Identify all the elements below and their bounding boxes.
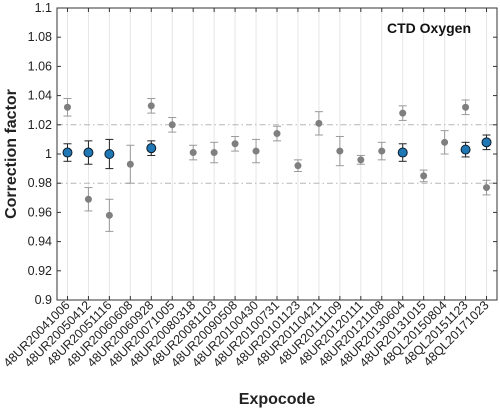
data-point [231, 135, 240, 152]
marker [62, 147, 73, 158]
data-point [482, 179, 491, 196]
data-point [419, 169, 428, 183]
data-point [147, 98, 156, 114]
marker [481, 137, 492, 148]
marker [420, 172, 428, 180]
marker [397, 147, 408, 158]
marker [105, 211, 113, 219]
marker [399, 109, 407, 117]
corrected-point [397, 143, 408, 162]
data-point [189, 144, 198, 161]
marker [462, 103, 470, 111]
data-point [273, 125, 281, 142]
data-point [63, 98, 72, 117]
data-point [314, 111, 323, 136]
marker [441, 138, 449, 146]
data-point [210, 141, 219, 164]
y-tick-label: 0.9 [35, 293, 52, 307]
marker [104, 149, 115, 159]
data-layer [62, 98, 492, 232]
data-point [356, 154, 365, 165]
corrected-point [481, 134, 492, 151]
y-tick-label: 1.04 [28, 89, 52, 103]
corrected-point [146, 140, 157, 156]
y-tick-label: 1.06 [28, 59, 52, 73]
y-tick-label: 1.08 [28, 30, 52, 44]
data-point [168, 117, 177, 133]
corrected-point [62, 143, 73, 162]
marker [294, 162, 302, 170]
chart-annotation: CTD Oxygen [387, 20, 471, 36]
corrected-point [460, 141, 471, 158]
y-axis-ticks: 0.9 0.92 0.94 0.96 0.98 1 1.02 1.04 1.06 1.08 1.1 [28, 1, 497, 307]
data-point [252, 138, 261, 164]
x-axis-title: Expocode [239, 391, 316, 408]
data-point [398, 105, 407, 121]
data-point [293, 159, 302, 173]
data-point [84, 187, 93, 212]
y-tick-label: 0.92 [28, 264, 52, 278]
marker [231, 140, 239, 148]
marker [357, 156, 365, 164]
marker [147, 102, 155, 110]
marker [210, 149, 218, 157]
marker [63, 103, 71, 111]
x-axis-ticks: 48UR2004100648UR2005041248UR2005111648UR… [1, 8, 492, 370]
marker [126, 160, 134, 168]
y-tick-label: 1.1 [35, 1, 52, 15]
marker [273, 130, 281, 138]
corrected-point [83, 140, 94, 165]
marker [483, 184, 491, 192]
marker [189, 149, 197, 157]
y-tick-label: 0.98 [28, 176, 52, 190]
marker [378, 147, 386, 155]
marker [315, 119, 323, 127]
data-point [105, 198, 114, 232]
data-point [377, 141, 386, 161]
marker [146, 143, 157, 154]
y-tick-label: 1 [45, 147, 52, 161]
data-point [126, 144, 135, 184]
data-point [440, 130, 449, 155]
marker [460, 144, 471, 155]
y-axis-title: Correction factor [3, 89, 20, 219]
marker [168, 121, 176, 129]
y-tick-label: 1.02 [28, 118, 52, 132]
marker [252, 147, 260, 155]
data-point [335, 135, 344, 167]
y-tick-label: 0.96 [28, 205, 52, 219]
y-tick-label: 0.94 [28, 235, 52, 249]
data-point [461, 99, 470, 116]
corrected-point [104, 138, 115, 170]
marker [84, 195, 92, 203]
marker [336, 147, 344, 155]
marker [83, 147, 94, 158]
